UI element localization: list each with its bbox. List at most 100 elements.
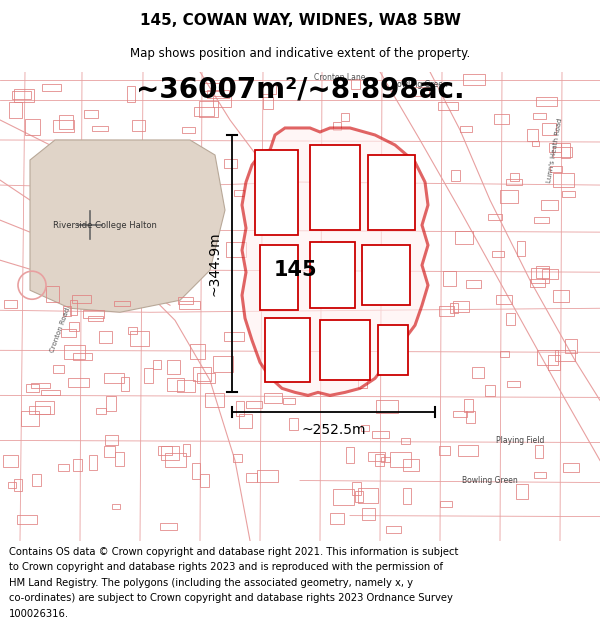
Bar	[224, 159, 237, 169]
Bar	[516, 484, 528, 499]
Bar	[234, 191, 244, 196]
Bar	[233, 454, 242, 462]
Polygon shape	[265, 318, 310, 382]
Bar	[439, 102, 458, 110]
Bar	[160, 522, 177, 529]
Bar	[403, 459, 419, 471]
Bar	[533, 217, 549, 223]
Bar	[536, 97, 557, 106]
Bar	[550, 166, 562, 172]
Bar	[64, 306, 71, 316]
Bar	[177, 381, 195, 392]
Bar	[506, 179, 522, 185]
Bar	[488, 214, 502, 220]
Bar	[130, 331, 149, 346]
Bar	[58, 464, 69, 471]
Bar	[562, 191, 575, 198]
Text: Bowling Green: Bowling Green	[392, 81, 448, 89]
Bar	[59, 115, 73, 129]
Text: ~36007m²/~8.898ac.: ~36007m²/~8.898ac.	[136, 76, 464, 104]
Bar	[43, 84, 61, 91]
Bar	[440, 501, 452, 507]
Bar	[562, 143, 570, 158]
Text: Contains OS data © Crown copyright and database right 2021. This information is : Contains OS data © Crown copyright and d…	[9, 546, 458, 556]
Bar	[203, 83, 219, 91]
Text: Map shows position and indicative extent of the property.: Map shows position and indicative extent…	[130, 48, 470, 61]
Bar	[506, 312, 515, 326]
Bar	[509, 173, 519, 181]
Bar	[99, 331, 112, 343]
Bar	[355, 491, 363, 502]
Bar	[214, 356, 233, 372]
Bar	[121, 376, 130, 391]
Bar	[41, 390, 60, 395]
Bar	[455, 231, 473, 244]
Text: Playing Field: Playing Field	[496, 436, 544, 445]
Bar	[554, 349, 575, 361]
Text: Lunn's Heath Road: Lunn's Heath Road	[547, 118, 563, 182]
Text: ~252.5m: ~252.5m	[301, 424, 366, 438]
Polygon shape	[310, 145, 360, 230]
Bar	[89, 455, 97, 469]
Bar	[386, 526, 401, 533]
Bar	[549, 142, 560, 152]
Bar	[25, 119, 40, 134]
Bar	[35, 401, 54, 414]
Bar	[17, 514, 37, 524]
Bar	[69, 322, 79, 331]
Bar	[73, 459, 82, 471]
Bar	[8, 482, 16, 488]
Bar	[527, 129, 538, 141]
Bar	[64, 345, 85, 359]
Bar	[128, 328, 137, 334]
Bar	[500, 351, 509, 357]
Bar	[362, 508, 374, 520]
Bar	[84, 111, 98, 118]
Bar	[500, 190, 518, 203]
Bar	[439, 306, 454, 316]
Bar	[46, 286, 59, 302]
Bar	[197, 372, 215, 382]
Bar	[133, 119, 145, 131]
Bar	[333, 122, 341, 130]
Bar	[14, 89, 34, 102]
Bar	[205, 393, 224, 407]
Bar	[376, 454, 383, 466]
Bar	[9, 102, 22, 118]
Bar	[236, 401, 244, 416]
Bar	[494, 114, 509, 124]
Bar	[83, 310, 104, 318]
Bar	[264, 392, 282, 403]
Bar	[31, 382, 50, 388]
Bar	[257, 470, 278, 482]
Polygon shape	[255, 150, 298, 235]
Text: co-ordinates) are subject to Crown copyright and database rights 2023 Ordnance S: co-ordinates) are subject to Crown copyr…	[9, 593, 453, 603]
Bar	[414, 88, 428, 96]
Bar	[371, 431, 389, 438]
Bar	[61, 329, 76, 337]
Bar	[508, 381, 520, 387]
Bar	[553, 147, 572, 157]
Bar	[401, 438, 410, 444]
Bar	[104, 446, 115, 457]
Polygon shape	[242, 128, 428, 396]
Bar	[361, 425, 369, 431]
Text: 145: 145	[273, 260, 317, 280]
Bar	[96, 408, 106, 414]
Bar	[53, 366, 64, 373]
Bar	[533, 112, 547, 119]
Bar	[92, 126, 108, 131]
Bar	[224, 332, 244, 341]
Bar	[194, 107, 214, 116]
Bar	[207, 90, 229, 98]
Bar	[390, 452, 411, 466]
Bar	[530, 279, 545, 287]
Bar	[262, 86, 276, 94]
Bar	[536, 349, 558, 364]
Bar	[183, 444, 190, 456]
Text: HM Land Registry. The polygons (including the associated geometry, namely x, y: HM Land Registry. The polygons (includin…	[9, 578, 413, 587]
Bar	[73, 295, 91, 302]
Bar	[332, 489, 354, 505]
Bar	[70, 300, 77, 315]
Bar	[239, 414, 251, 428]
